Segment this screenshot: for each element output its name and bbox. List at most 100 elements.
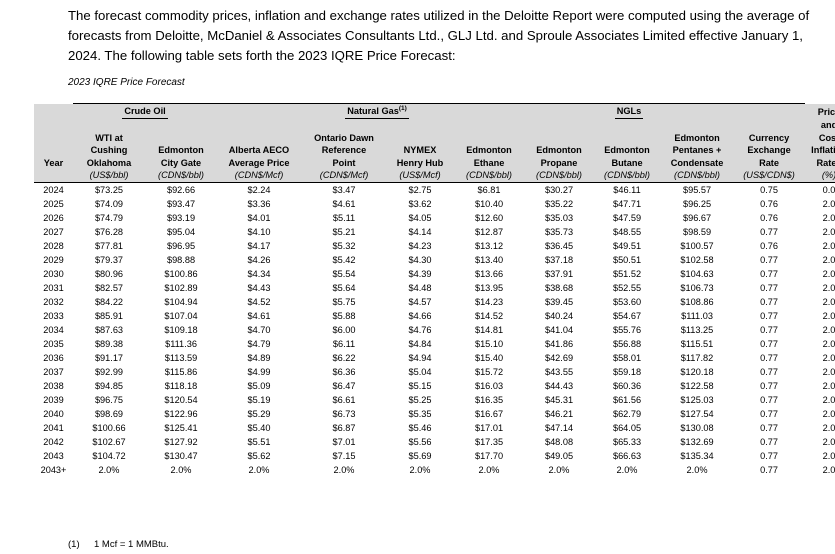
value-cell: 2.0% xyxy=(478,464,500,475)
value-cell: $60.36 xyxy=(612,380,642,391)
value-cell: $100.66 xyxy=(92,422,126,433)
value-cell: $62.79 xyxy=(612,408,642,419)
value-cell: $107.04 xyxy=(164,310,198,321)
value-cell: 0.77 xyxy=(760,422,778,433)
value-cell: $132.69 xyxy=(680,436,714,447)
value-cell: $35.73 xyxy=(544,226,574,237)
value-cell: $12.60 xyxy=(474,212,504,223)
table-row: 2037 $92.99 $115.86 $4.99 $6.36 $5.04 $15.72 $4… xyxy=(34,365,835,379)
value-cell: $36.45 xyxy=(544,240,574,251)
value-cell: $87.63 xyxy=(94,324,124,335)
value-cell: 0.77 xyxy=(760,310,778,321)
year-cell: 2042 xyxy=(43,436,64,447)
value-cell: $16.35 xyxy=(474,394,504,405)
intro-paragraph: The forecast commodity prices, inflation… xyxy=(68,8,810,63)
value-cell: 2.0 xyxy=(822,366,835,377)
value-cell: 0.76 xyxy=(760,240,778,251)
value-cell: $113.25 xyxy=(680,324,714,335)
value-cell: $5.75 xyxy=(332,296,356,307)
value-cell: $5.21 xyxy=(332,226,356,237)
value-cell: 0.77 xyxy=(760,254,778,265)
value-cell: $100.86 xyxy=(164,268,198,279)
value-cell: $2.75 xyxy=(408,184,432,195)
value-cell: $13.95 xyxy=(474,282,504,293)
value-cell: $6.22 xyxy=(332,352,356,363)
value-cell: $17.01 xyxy=(474,422,504,433)
value-cell: $125.03 xyxy=(680,394,714,405)
value-cell: $44.43 xyxy=(544,380,574,391)
value-cell: $45.31 xyxy=(544,394,574,405)
table-row: 2030 $80.96 $100.86 $4.34 $5.54 $4.39 $13.66 $3… xyxy=(34,267,835,281)
value-cell: $6.61 xyxy=(332,394,356,405)
value-cell: $6.87 xyxy=(332,422,356,433)
table-row: 2043 $104.72 $130.47 $5.62 $7.15 $5.69 $17.70 $… xyxy=(34,449,835,463)
value-cell: $94.85 xyxy=(94,380,124,391)
value-cell: $4.70 xyxy=(247,324,271,335)
value-cell: $127.92 xyxy=(164,436,198,447)
value-cell: $73.25 xyxy=(94,184,124,195)
table-row: 2035 $89.38 $111.36 $4.79 $6.11 $4.84 $15.10 $4… xyxy=(34,337,835,351)
value-cell: $41.86 xyxy=(544,338,574,349)
year-cell: 2027 xyxy=(43,226,64,237)
value-cell: $4.52 xyxy=(247,296,271,307)
value-cell: 2.0 xyxy=(822,212,835,223)
value-cell: $96.25 xyxy=(682,198,712,209)
value-cell: $96.67 xyxy=(682,212,712,223)
value-cell: $77.81 xyxy=(94,240,124,251)
value-cell: $15.40 xyxy=(474,352,504,363)
value-cell: 2.0 xyxy=(822,310,835,321)
unit-cell: (CDN$/bbl) xyxy=(453,169,526,183)
value-cell: $5.62 xyxy=(247,450,271,461)
table-row: 2033 $85.91 $107.04 $4.61 $5.88 $4.66 $14.52 $4… xyxy=(34,309,835,323)
value-cell: 2.0 xyxy=(822,394,835,405)
unit-cell: (CDN$/Mcf) xyxy=(301,169,388,183)
value-cell: 2.0 xyxy=(822,450,835,461)
group-crude-oil: Crude Oil xyxy=(73,103,218,132)
year-cell: 2038 xyxy=(43,380,64,391)
value-cell: $46.21 xyxy=(544,408,574,419)
value-cell: $79.37 xyxy=(94,254,124,265)
value-cell: $111.03 xyxy=(681,310,713,321)
value-cell: $4.39 xyxy=(408,268,432,279)
year-cell: 2025 xyxy=(43,198,64,209)
table-row: 2036 $91.17 $113.59 $4.89 $6.22 $4.94 $15.40 $4… xyxy=(34,351,835,365)
year-cell: 2034 xyxy=(43,324,64,335)
year-cell: 2039 xyxy=(43,394,64,405)
value-cell: $5.88 xyxy=(332,310,356,321)
col-ethane: Edmonton Ethane xyxy=(466,145,512,168)
value-cell: $4.94 xyxy=(408,352,432,363)
value-cell: $37.18 xyxy=(544,254,574,265)
col-exchange-rate: Currency Exchange Rate xyxy=(747,132,791,168)
value-cell: 0.77 xyxy=(760,366,778,377)
value-cell: $5.04 xyxy=(408,366,432,377)
value-cell: $7.01 xyxy=(332,436,356,447)
value-cell: $4.66 xyxy=(408,310,432,321)
value-cell: 2.0% xyxy=(170,464,192,475)
value-cell: 0.77 xyxy=(760,338,778,349)
year-cell: 2031 xyxy=(43,282,64,293)
value-cell: $130.08 xyxy=(680,422,714,433)
value-cell: $13.66 xyxy=(474,268,504,279)
col-pentanes: Edmonton Pentanes + Condensate xyxy=(670,132,724,168)
value-cell: 2.0 xyxy=(822,380,835,391)
value-cell: $109.18 xyxy=(164,324,198,335)
year-cell: 2037 xyxy=(43,366,64,377)
unit-cell: (CDN$/bbl) xyxy=(145,169,218,183)
value-cell: 0.77 xyxy=(760,352,778,363)
value-cell: $4.99 xyxy=(247,366,271,377)
value-cell: 0.76 xyxy=(760,212,778,223)
table-row: 2039 $96.75 $120.54 $5.19 $6.61 $5.25 $16.35 $4… xyxy=(34,393,835,407)
value-cell: $61.56 xyxy=(612,394,642,405)
value-cell: $5.15 xyxy=(408,380,432,391)
year-cell: 2032 xyxy=(43,296,64,307)
value-cell: $51.52 xyxy=(612,268,642,279)
value-cell: $64.05 xyxy=(612,422,642,433)
value-cell: $53.60 xyxy=(612,296,642,307)
value-cell: $100.57 xyxy=(680,240,714,251)
value-cell: 0.77 xyxy=(760,296,778,307)
value-cell: $16.03 xyxy=(474,380,504,391)
footnote-text: 1 Mcf = 1 MMBtu. xyxy=(94,539,169,550)
value-cell: $5.29 xyxy=(247,408,271,419)
value-cell: 0.77 xyxy=(760,282,778,293)
value-cell: $38.68 xyxy=(544,282,574,293)
